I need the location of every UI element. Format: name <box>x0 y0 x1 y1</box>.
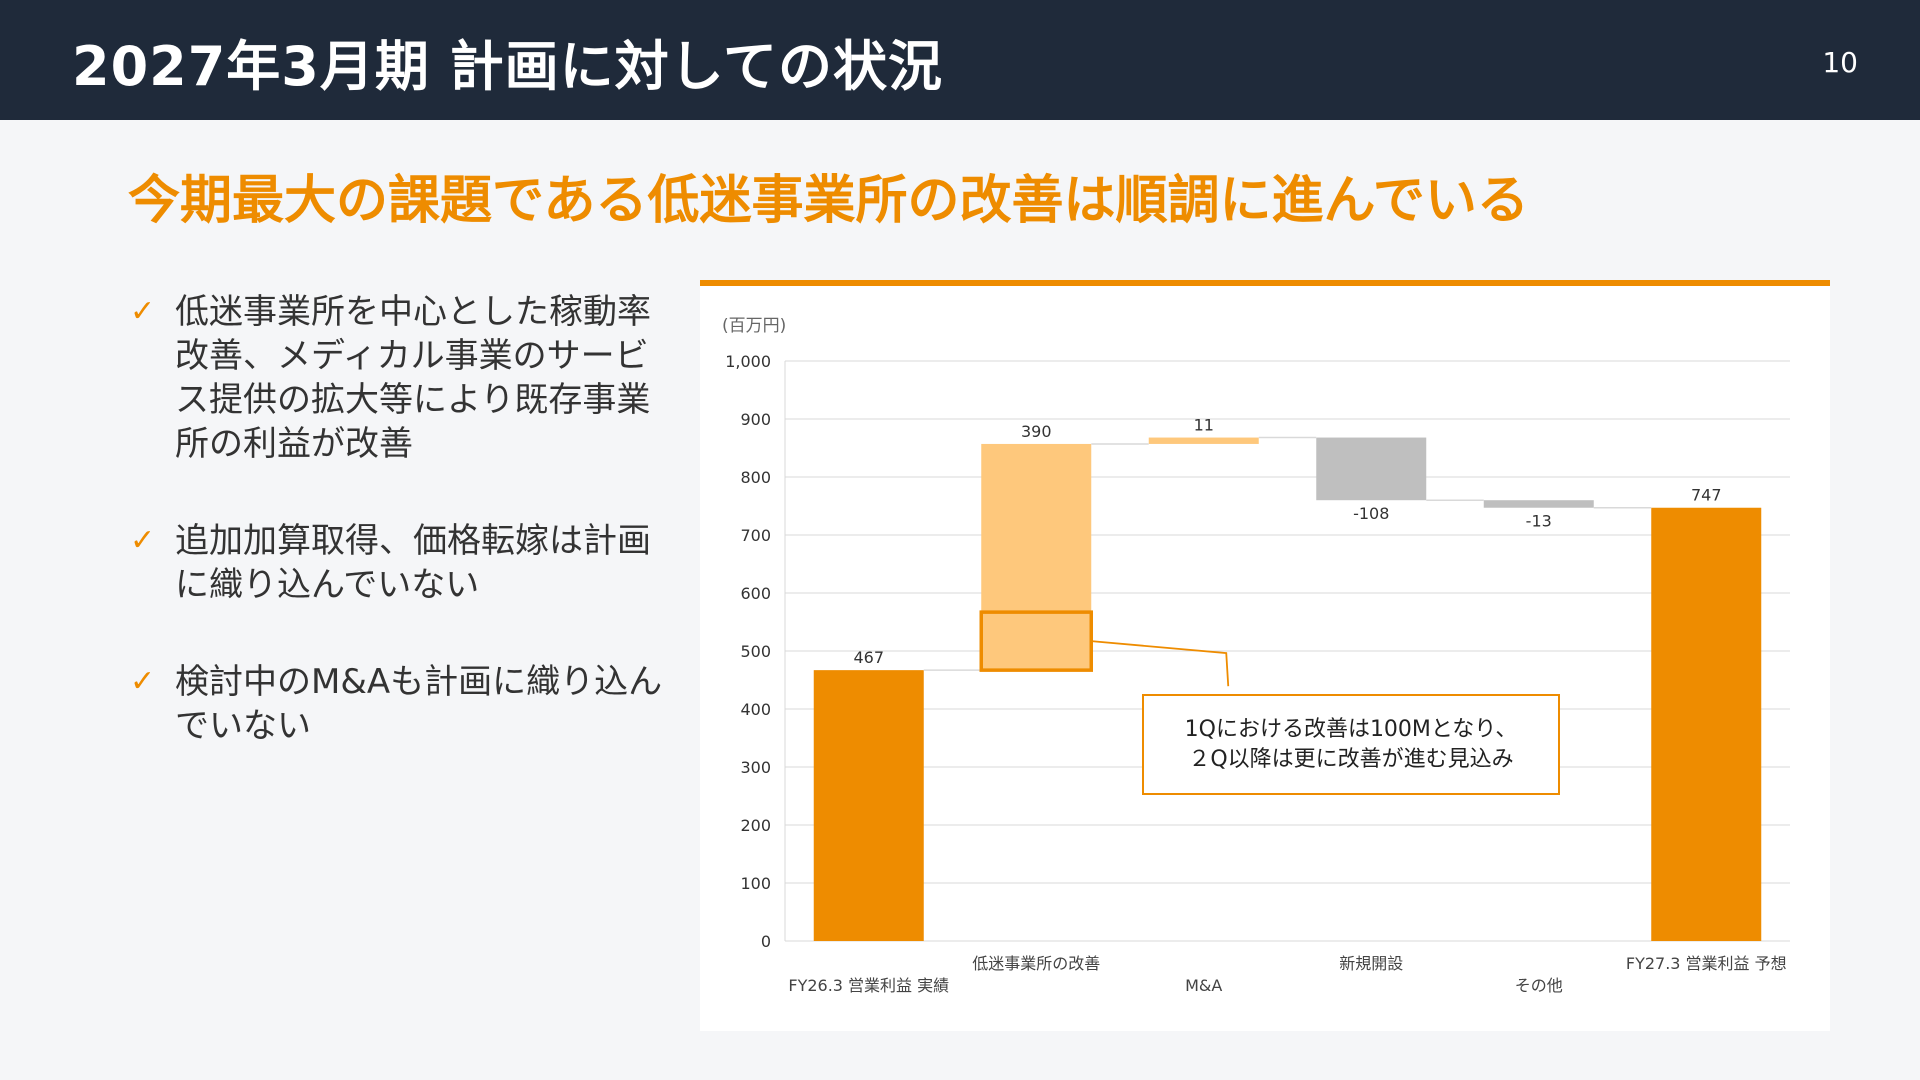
bullet-item: ✓ 低迷事業所を中心とした稼動率改善、メディカル事業のサービス提供の拡大等により… <box>130 290 670 466</box>
y-tick-label: 200 <box>740 816 771 835</box>
callout-leader-line <box>1091 640 1230 687</box>
bar <box>1148 437 1259 444</box>
data-label: 467 <box>853 648 884 667</box>
x-category-label: 低迷事業所の改善 <box>972 954 1100 973</box>
bullet-text: 検討中のM&Aも計画に織り込んでいない <box>175 662 663 746</box>
check-icon: ✓ <box>130 294 156 329</box>
y-tick-label: 1,000 <box>725 352 771 371</box>
data-label: 11 <box>1194 416 1214 435</box>
header-bar: 2027年3月期 計画に対しての状況 10 <box>0 0 1920 120</box>
callout-box: 1Qにおける改善は100Mとなり、 ２Q以降は更に改善が進む見込み <box>1142 694 1560 795</box>
waterfall-chart: (百万円) 0 100 200 300 400 500 600 700 800 900 1,000 46… <box>722 316 1790 995</box>
callout-line-1: 1Qにおける改善は100Mとなり、 <box>1184 716 1518 742</box>
x-category-label: FY26.3 営業利益 実績 <box>788 976 949 995</box>
bullet-text: 追加加算取得、価格転嫁は計画に織り込んでいない <box>175 521 651 605</box>
check-icon: ✓ <box>130 664 156 699</box>
bullet-text: 低迷事業所を中心とした稼動率改善、メディカル事業のサービス提供の拡大等により既存… <box>175 292 651 464</box>
y-tick-label: 300 <box>740 758 771 777</box>
page-number: 10 <box>1822 46 1858 79</box>
y-tick-label: 400 <box>740 700 771 719</box>
chart-panel: (百万円) 0 100 200 300 400 500 600 700 800 900 1,000 46… <box>700 280 1830 1031</box>
callout-line-2: ２Q以降は更に改善が進む見込み <box>1188 746 1514 772</box>
bullet-item: ✓ 追加加算取得、価格転嫁は計画に織り込んでいない <box>130 519 670 607</box>
y-tick-label: 0 <box>761 932 771 951</box>
data-label: -13 <box>1526 512 1552 531</box>
x-category-label: 新規開設 <box>1339 954 1403 973</box>
bullet-list: ✓ 低迷事業所を中心とした稼動率改善、メディカル事業のサービス提供の拡大等により… <box>130 290 670 801</box>
bar <box>1483 500 1594 508</box>
bar <box>1316 437 1427 501</box>
y-tick-label: 800 <box>740 468 771 487</box>
y-tick-label: 600 <box>740 584 771 603</box>
y-tick-label: 700 <box>740 526 771 545</box>
bar <box>813 670 924 941</box>
y-tick-label: 100 <box>740 874 771 893</box>
y-tick-label: 900 <box>740 410 771 429</box>
slide-title: 2027年3月期 計画に対しての状況 <box>72 35 944 98</box>
check-icon: ✓ <box>130 523 156 558</box>
x-category-label: M&A <box>1185 976 1222 995</box>
data-label: 390 <box>1021 422 1052 441</box>
bar <box>981 443 1092 671</box>
bullet-item: ✓ 検討中のM&Aも計画に織り込んでいない <box>130 660 670 748</box>
data-label: 747 <box>1691 486 1722 505</box>
y-tick-label: 500 <box>740 642 771 661</box>
unit-label: (百万円) <box>722 316 786 336</box>
x-category-label: その他 <box>1515 976 1563 995</box>
headline: 今期最大の課題である低迷事業所の改善は順調に進んでいる <box>128 171 1529 231</box>
data-label: -108 <box>1353 504 1389 523</box>
x-category-label: FY27.3 営業利益 予想 <box>1626 954 1787 973</box>
bar <box>1651 507 1762 941</box>
